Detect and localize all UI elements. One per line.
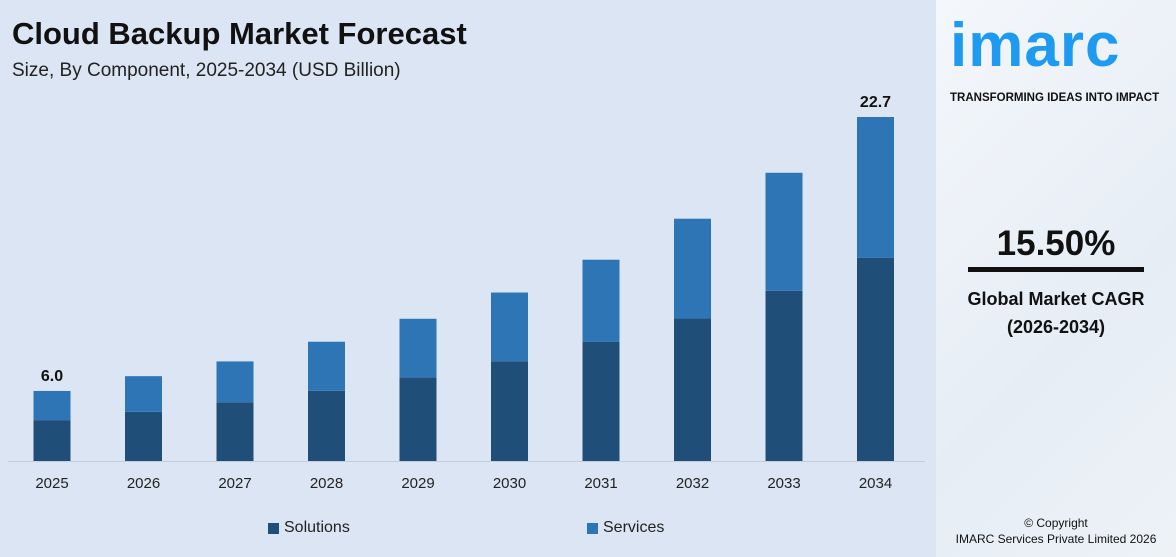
legend-label: Solutions [284,519,350,536]
bar-solutions-2029 [399,377,437,461]
legend-label: Services [603,519,665,536]
bar-services-2025 [33,390,71,421]
copyright-text: © Copyright [1024,516,1088,530]
bar-services-2028 [308,341,345,391]
bar-solutions-2025 [33,420,71,461]
copyright: © Copyright IMARC Services Private Limite… [936,515,1176,547]
x-tick-label: 2028 [310,475,343,492]
bar-services-2027 [216,361,254,403]
bar-solutions-2030 [491,361,528,461]
x-tick-label: 2033 [767,475,800,492]
bar-services-2032 [674,218,711,319]
x-tick-label: 2026 [127,475,160,492]
bar-solutions-2033 [765,290,803,461]
legend-swatch-solutions [268,522,279,534]
x-tick-label: 2032 [676,475,709,492]
company-name: IMARC Services Private Limited 2026 [955,532,1157,546]
divider [968,267,1144,272]
bar-solutions-2032 [674,318,711,461]
bar-services-2029 [399,318,437,378]
info-panel: imarc TRANSFORMING IDEAS INTO IMPACT 15.… [936,0,1176,557]
x-tick-label: 2030 [493,475,526,492]
bar-solutions-2031 [582,341,620,461]
legend-solutions: Solutions [268,519,350,537]
chart-title: Cloud Backup Market Forecast [12,16,467,51]
bar-services-2030 [491,292,528,362]
bar-services-2033 [765,172,803,291]
bar-chart: 2025 6.0 2026 2027 2028 2029 2030 2031 2032 2033 2… [8,94,925,492]
data-label: 22.7 [860,94,891,111]
legend-services: Services [587,519,664,537]
bar-solutions-2027 [216,402,254,461]
bar-solutions-2034 [857,257,894,461]
bar-services-2031 [582,259,620,342]
bar-solutions-2028 [308,390,345,461]
x-tick-label: 2027 [218,475,251,492]
chart-panel: Cloud Backup Market Forecast Size, By Co… [8,16,925,537]
chart-subtitle: Size, By Component, 2025-2034 (USD Billi… [12,60,401,81]
cagr-label-text: Global Market CAGR [967,289,1145,309]
x-tick-label: 2025 [35,475,68,492]
bar-solutions-2026 [125,411,162,461]
x-tick-label: 2031 [584,475,617,492]
x-tick-label: 2034 [859,475,892,492]
legend-swatch-services [587,522,598,534]
data-label: 6.0 [41,368,63,385]
cagr-label: Global Market CAGR (2026-2034) [936,285,1176,341]
logo-tagline: TRANSFORMING IDEAS INTO IMPACT [950,92,1160,104]
cagr-period: (2026-2034) [1006,317,1106,337]
cagr-value: 15.50% [996,224,1116,263]
bar-services-2026 [125,376,162,412]
x-tick-label: 2029 [401,475,434,492]
bar-services-2034 [857,117,894,258]
imarc-logo: imarc [950,11,1121,80]
